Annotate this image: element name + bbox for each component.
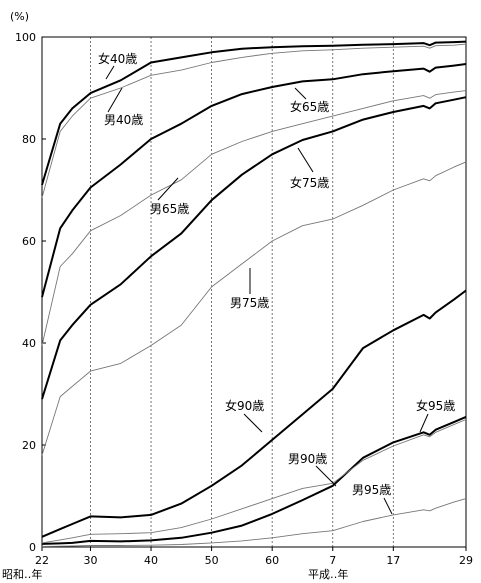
x-tick-label-50: 50 [205, 554, 219, 567]
y-tick-label-0: 0 [29, 541, 36, 554]
x-tick-label-29: 29 [459, 554, 473, 567]
leader-line-m40 [107, 87, 123, 113]
leader-line-f90 [243, 413, 263, 433]
leader-line-m95 [383, 497, 393, 515]
leader-line-f40 [105, 65, 115, 80]
series-label-m40: 男40歳 [104, 113, 143, 127]
vertical-gridlines [90, 37, 394, 547]
series-line-5 [41, 161, 467, 456]
x-tick-label-22: 22 [35, 554, 49, 567]
plot-frame [41, 36, 467, 548]
leader-line-f95 [419, 413, 429, 433]
y-tick-label-60: 60 [22, 235, 36, 248]
x-tick-label-30: 30 [83, 554, 97, 567]
series-line-6 [41, 289, 467, 538]
x-tick-label-7: 7 [329, 554, 336, 567]
series-label-m65: 男65歳 [150, 202, 189, 216]
series-label-f90: 女90歳 [225, 398, 264, 413]
x-axis: 22 30 40 50 60 7 17 29 [35, 547, 473, 567]
series-line-9 [41, 498, 467, 547]
series-lines [41, 40, 467, 547]
y-unit-label: (%) [10, 10, 29, 23]
y-tick-label-40: 40 [22, 337, 36, 350]
series-label-f40: 女40歳 [98, 51, 137, 66]
leader-line-m90 [315, 465, 337, 487]
x-era-label-heisei: 平成‥年 [308, 567, 348, 581]
leader-line-f75 [297, 147, 314, 173]
series-line-7 [41, 415, 467, 545]
series-line-8 [41, 419, 467, 544]
x-era-label-showa: 昭和‥年 [2, 567, 42, 581]
series-line-4 [41, 96, 467, 400]
y-tick-label-20: 20 [22, 439, 36, 452]
leader-line-f65 [294, 87, 307, 100]
series-line-0 [41, 40, 467, 186]
series-label-m90: 男90歳 [288, 452, 327, 466]
x-tick-label-60: 60 [265, 554, 279, 567]
series-labels: 女40歳 男40歳 女65歳 男65歳 女75歳 男75歳 女90歳 男90歳 … [98, 51, 455, 515]
series-label-f95: 女95歳 [416, 398, 455, 413]
y-tick-label-80: 80 [22, 133, 36, 146]
leader-line-m65 [157, 177, 179, 201]
series-line-3 [41, 90, 467, 346]
series-label-m75: 男75歳 [230, 296, 269, 310]
series-label-m95: 男95歳 [352, 483, 391, 497]
x-tick-label-40: 40 [144, 554, 158, 567]
series-line-1 [41, 43, 467, 198]
series-line-2 [41, 63, 467, 298]
x-tick-label-17: 17 [386, 554, 400, 567]
series-label-f75: 女75歳 [290, 175, 329, 190]
y-axis: 0 20 40 60 80 100 [15, 31, 46, 554]
series-label-f65: 女65歳 [290, 99, 329, 114]
y-tick-label-100: 100 [15, 31, 36, 44]
